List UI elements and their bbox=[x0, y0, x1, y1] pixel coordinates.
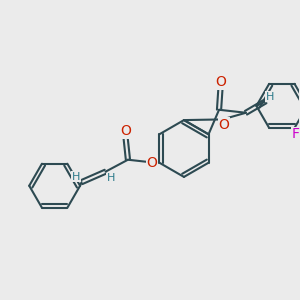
Text: O: O bbox=[146, 156, 157, 170]
Text: F: F bbox=[292, 128, 300, 142]
Text: O: O bbox=[120, 124, 131, 138]
Text: H: H bbox=[107, 173, 115, 183]
Text: H: H bbox=[72, 172, 80, 182]
Text: O: O bbox=[215, 75, 226, 89]
Text: H: H bbox=[266, 92, 274, 102]
Text: O: O bbox=[218, 118, 230, 132]
